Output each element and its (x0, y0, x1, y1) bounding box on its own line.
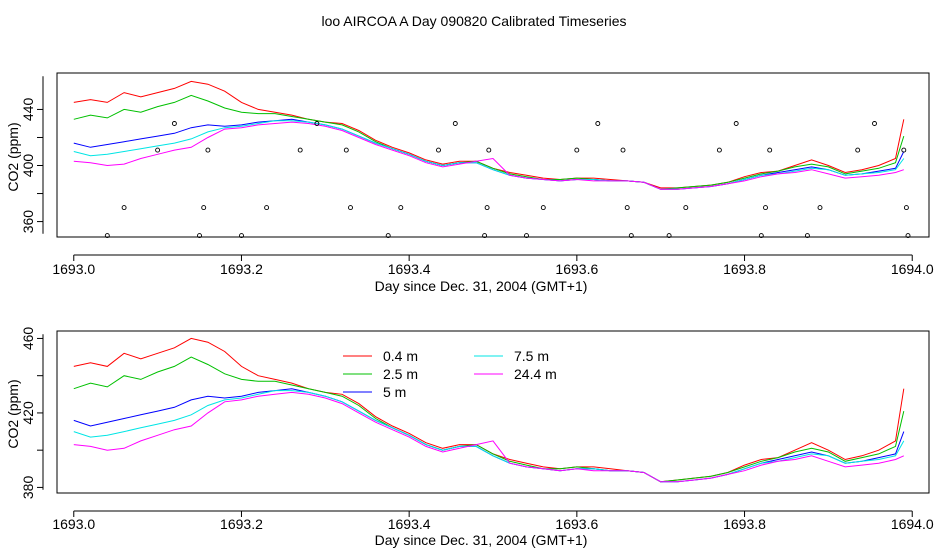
plot-frame (56, 72, 930, 238)
open-circle-point (486, 147, 492, 153)
open-circle-point (484, 205, 490, 211)
x-tick-label: 1693.6 (555, 261, 598, 277)
open-circle-point (343, 147, 349, 153)
open-circle-point (452, 121, 458, 126)
open-circle-point (264, 205, 270, 211)
open-circle-point (804, 233, 810, 239)
open-circle-point (197, 233, 202, 239)
open-circle-point (758, 233, 764, 239)
bottom-panel: 1693.0 1693.2 1693.4 1693.6 1693.8 1694.0 Day … (5, 327, 934, 548)
y-tick-label: 360 (20, 210, 36, 234)
open-circle-point (314, 121, 320, 126)
series-line-24-4-m-panel-2 (73, 391, 905, 483)
legend-label-24-4-m: 24.4 m (514, 366, 557, 382)
series-line-2-5-m-panel-1 (73, 94, 905, 190)
open-circle-point (385, 233, 391, 239)
open-circle-point (155, 147, 161, 153)
y-axis: 360 400 440 (20, 76, 44, 234)
open-circle-point (905, 233, 911, 239)
series-line-5-m-panel-1 (73, 118, 905, 190)
y-axis: 380 420 460 (20, 327, 44, 500)
legend-label-7-5-m: 7.5 m (514, 348, 549, 364)
open-circle-point (482, 233, 488, 239)
series-line-24-4-m-panel-1 (73, 121, 904, 190)
open-circle-point (201, 205, 207, 211)
open-circle-point (683, 205, 689, 211)
open-circle-point (524, 233, 529, 239)
open-circle-point (901, 147, 907, 153)
open-circle-point (903, 205, 909, 211)
open-circle-point (297, 147, 303, 153)
series-line-5-m-panel-2 (73, 388, 905, 483)
figure-title: loo AIRCOA A Day 090820 Calibrated Times… (321, 13, 626, 29)
open-circle-point (620, 147, 626, 153)
x-tick-label: 1693.2 (220, 516, 263, 532)
open-circle-point (817, 205, 823, 211)
open-circle-point (574, 147, 580, 153)
open-circle-point (540, 205, 546, 211)
legend: 0.4 m 2.5 m 5 m 7.5 m 24.4 m (343, 348, 557, 400)
open-circle-point (716, 147, 722, 153)
y-tick-label: 400 (20, 154, 36, 178)
open-circle-point (767, 147, 773, 153)
open-circle-point (436, 147, 441, 153)
legend-label-5-m: 5 m (383, 384, 406, 400)
y-axis-label: CO2 (ppm) (5, 122, 21, 191)
x-tick-label: 1693.0 (52, 516, 95, 532)
open-circle-point (763, 205, 768, 211)
x-tick-label: 1693.8 (723, 261, 766, 277)
open-circle-point (624, 205, 630, 211)
x-tick-label: 1693.4 (388, 516, 431, 532)
x-tick-label: 1693.0 (52, 261, 95, 277)
x-tick-label: 1693.8 (723, 516, 766, 532)
open-circle-point (398, 205, 404, 211)
x-tick-label: 1694.0 (891, 261, 934, 277)
open-circle-point (666, 233, 672, 239)
open-circle-point (104, 233, 110, 239)
x-axis: 1693.0 1693.2 1693.4 1693.6 1693.8 1694.0 (52, 254, 934, 277)
open-circle-point (348, 205, 353, 211)
y-tick-label: 440 (20, 98, 36, 122)
x-tick-label: 1693.4 (388, 261, 431, 277)
series-line-7-5-m-panel-2 (73, 390, 905, 483)
y-axis-label: CO2 (ppm) (5, 379, 21, 448)
legend-label-0-4-m: 0.4 m (383, 348, 418, 364)
x-tick-label: 1693.2 (220, 261, 263, 277)
open-circle-point (205, 147, 211, 153)
open-circle-point (595, 121, 601, 126)
open-circle-point (628, 233, 634, 239)
open-circle-point (733, 121, 739, 126)
open-circle-point (121, 205, 127, 211)
plot-frame (56, 330, 930, 494)
open-circle-point (171, 121, 177, 126)
y-tick-label: 460 (20, 327, 36, 351)
y-tick-label: 420 (20, 401, 36, 425)
open-circle-point (239, 233, 244, 239)
open-circle-point (855, 147, 861, 153)
series-line-2-5-m-panel-2 (73, 356, 905, 483)
legend-label-2-5-m: 2.5 m (383, 366, 418, 382)
top-panel: 1693.0 1693.2 1693.4 1693.6 1693.8 1694.0 Day … (5, 72, 934, 294)
open-circle-point (872, 121, 877, 126)
x-axis-label: Day since Dec. 31, 2004 (GMT+1) (375, 532, 588, 548)
x-axis: 1693.0 1693.2 1693.4 1693.6 1693.8 1694.0 (52, 510, 934, 532)
y-tick-label: 380 (20, 476, 36, 500)
x-tick-label: 1694.0 (891, 516, 934, 532)
x-tick-label: 1693.6 (555, 516, 598, 532)
x-axis-label: Day since Dec. 31, 2004 (GMT+1) (375, 278, 588, 294)
series-line-7-5-m-panel-1 (73, 120, 905, 190)
